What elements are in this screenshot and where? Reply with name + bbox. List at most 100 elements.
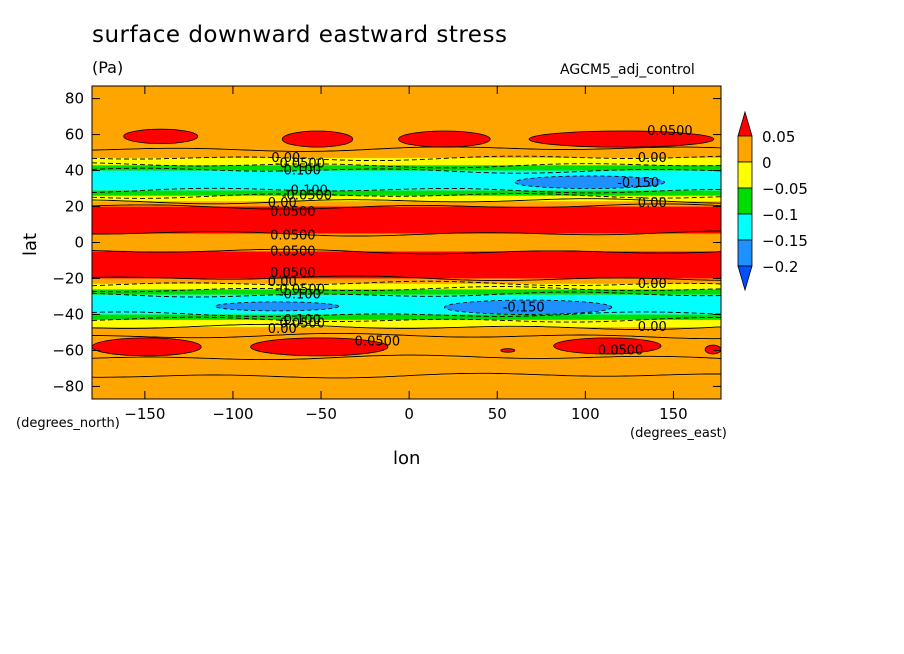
x-tick-label: −50 (305, 405, 337, 423)
colorbar-swatch-4 (737, 239, 753, 267)
contour-line-12 (92, 203, 721, 210)
y-tick-label: 40 (65, 162, 84, 180)
contour-line-13 (92, 198, 721, 205)
zonal-band-5 (92, 314, 721, 320)
colorbar-tick-label: −0.05 (762, 180, 808, 198)
x-tick-label: −100 (212, 405, 253, 423)
zonal-band-12 (92, 206, 721, 234)
colorbar-tick-label: 0.05 (762, 128, 795, 146)
zonal-band-7 (92, 289, 721, 295)
contour-lines (92, 146, 721, 379)
contour-label-7: -0.100 (286, 183, 328, 198)
patch-11 (214, 301, 340, 312)
colorbar-swatch-0 (737, 135, 753, 163)
contour-label-18: -0.0500 (275, 316, 325, 331)
y-tick-label: −80 (52, 377, 84, 395)
contour-label-1: 0.00 (638, 151, 667, 166)
contour-label-24: 0.0500 (598, 343, 644, 358)
contour-line-6 (92, 291, 721, 298)
contour-labels: 0.05000.00-0.1500.000.00-0.0500-0.100-0.… (268, 124, 693, 358)
contour-label-13: 0.0500 (270, 266, 316, 281)
patch-2 (398, 130, 491, 148)
contour-label-15: -0.0500 (275, 282, 325, 297)
patch-8 (500, 348, 516, 353)
contour-line-5 (92, 311, 721, 317)
zonal-band-15 (92, 190, 721, 196)
contour-line-14 (92, 193, 721, 199)
colorbar-swatch-1 (737, 161, 753, 189)
patch-0 (123, 128, 199, 144)
contour-line-8 (92, 280, 721, 287)
zonal-band-0 (92, 375, 721, 399)
contour-line-2 (92, 332, 721, 340)
y-axis-label: lat (20, 232, 41, 256)
y-tick-label: 60 (65, 126, 84, 144)
zonal-band-8 (92, 283, 721, 290)
x-tick-label: −150 (124, 405, 165, 423)
units-label: (Pa) (92, 58, 124, 77)
contour-label-10: 0.0500 (270, 205, 316, 220)
contour-line-1 (92, 354, 721, 361)
x-axis: −150 −100 −50 0 50 100 150 (124, 86, 688, 423)
zonal-band-3 (92, 327, 721, 337)
y-tick-label: 20 (65, 198, 84, 216)
contour-line-15 (92, 187, 721, 194)
colorbar-bottom-arrow (737, 265, 753, 292)
contour-line-11 (92, 230, 721, 237)
contour-label-19: 0.00 (268, 322, 297, 337)
zonal-band-10 (92, 251, 721, 279)
contour-label-5: -0.0500 (275, 156, 325, 171)
zonal-band-4 (92, 319, 721, 328)
y-tick-label: 0 (74, 234, 84, 252)
contour-field (92, 86, 721, 399)
contour-line-18 (92, 155, 721, 162)
contour-line-10 (92, 248, 721, 255)
y-tick-label: −20 (52, 269, 84, 287)
contour-label-6: -0.100 (279, 164, 321, 179)
zonal-band-11 (92, 233, 721, 252)
patch-6 (553, 337, 662, 355)
colorbar: 0.05 0 −0.05 −0.1 −0.15 −0.2 (737, 110, 808, 292)
patch-7 (704, 344, 721, 355)
contour-label-4: 0.00 (271, 151, 300, 166)
contour-label-21: 0.00 (638, 277, 667, 292)
x-tick-label: 150 (659, 405, 688, 423)
y-tick-label: 80 (65, 90, 84, 108)
patch-3 (528, 130, 715, 148)
zonal-band-17 (92, 165, 721, 171)
contour-line-9 (92, 275, 721, 281)
contour-label-20: -0.150 (503, 300, 545, 315)
contour-label-16: -0.100 (279, 288, 321, 303)
x-tick-label: 50 (488, 405, 507, 423)
zonal-band-19 (92, 148, 721, 158)
contour-line-7 (92, 286, 721, 293)
colorbar-swatch-3 (737, 213, 753, 241)
patch-9 (514, 175, 666, 189)
x-tick-label: 0 (404, 405, 414, 423)
zonal-band-6 (92, 294, 721, 315)
x-units-label: (degrees_east) (630, 426, 727, 441)
zonal-band-1 (92, 357, 721, 376)
contour-label-9: 0.00 (268, 196, 297, 211)
y-tick-label: −60 (52, 341, 84, 359)
contour-label-23: 0.0500 (355, 334, 401, 349)
contour-label-22: 0.00 (638, 320, 667, 335)
patch-4 (92, 337, 202, 357)
patch-1 (281, 130, 354, 148)
patch-10 (443, 299, 613, 315)
contour-label-3: 0.00 (638, 196, 667, 211)
contour-line-0 (92, 372, 721, 379)
contour-label-11: 0.0500 (270, 228, 316, 243)
contour-line-17 (92, 162, 721, 169)
y-tick-label: −40 (52, 305, 84, 323)
contour-line-4 (92, 316, 721, 323)
patch-5 (250, 337, 389, 357)
zonal-band-18 (92, 157, 721, 166)
contour-line-3 (92, 323, 721, 330)
x-axis-label: lon (393, 448, 421, 469)
zonal-band-13 (92, 201, 721, 207)
colorbar-tick-label: −0.1 (762, 206, 798, 224)
x-tick-label: 100 (571, 405, 600, 423)
contour-label-12: 0.0500 (270, 244, 316, 259)
